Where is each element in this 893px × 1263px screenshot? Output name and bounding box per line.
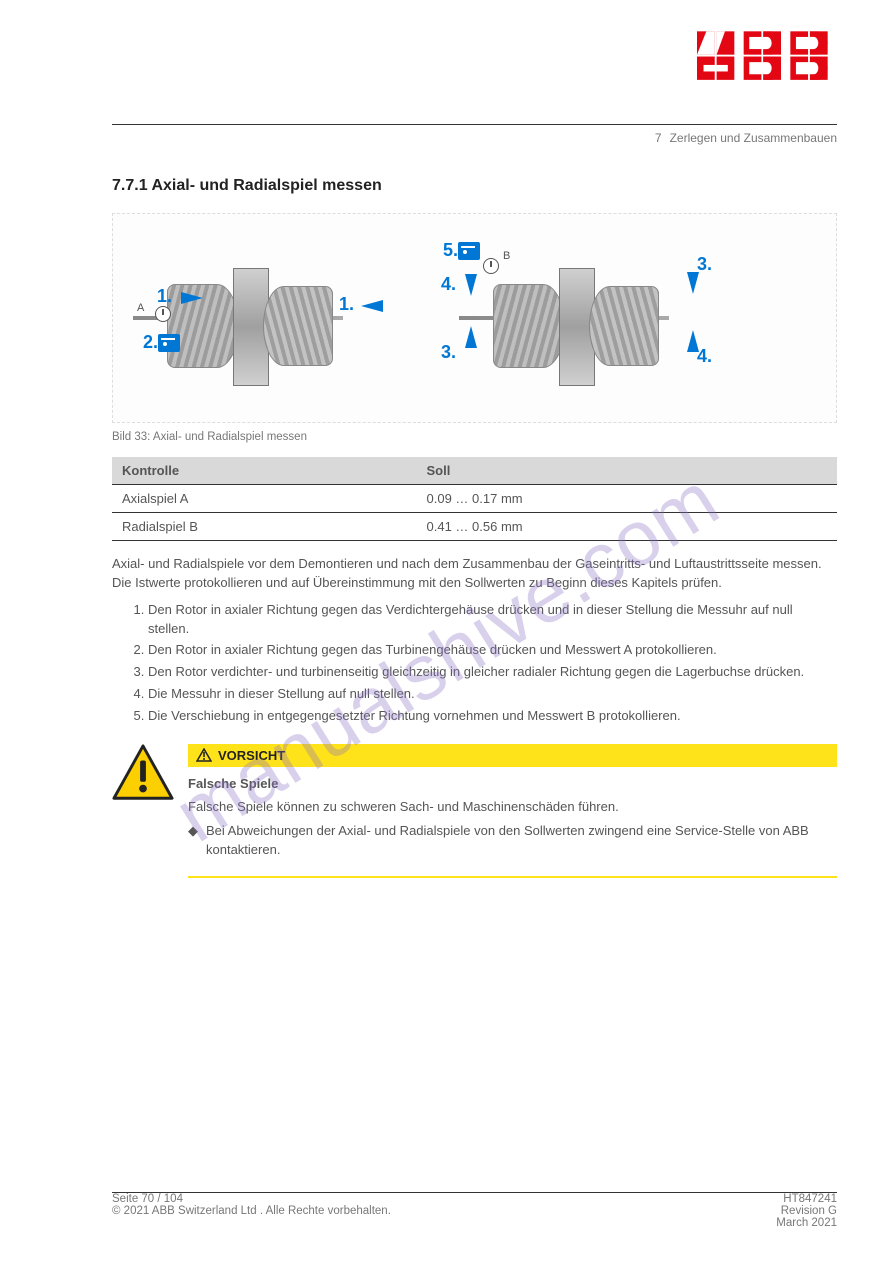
measure-icon: [158, 334, 180, 352]
figure-caption-prefix: Bild 33:: [112, 431, 150, 443]
warning-mini-icon: [196, 748, 212, 762]
table-header-target: Soll: [417, 457, 838, 485]
step-item: Den Rotor verdichter- und turbinenseitig…: [148, 663, 837, 682]
warning-triangle-icon: [112, 744, 174, 800]
procedure-steps: Den Rotor in axialer Richtung gegen das …: [132, 601, 837, 726]
abb-logo: [697, 30, 837, 120]
step-item: Die Messuhr in dieser Stellung auf null …: [148, 685, 837, 704]
table-cell: Axialspiel A: [112, 485, 417, 513]
figure-caption-text: Axial- und Radialspiel messen: [153, 431, 307, 443]
caution-bullet: Bei Abweichungen der Axial- und Radialsp…: [206, 822, 837, 860]
figure-letter-b: B: [503, 250, 510, 262]
intro-paragraph: Axial- und Radialspiele vor dem Demontie…: [112, 555, 837, 593]
caution-heading: Falsche Spiele: [188, 775, 837, 794]
page-footer: Seite 70 / 104 © 2021 ABB Switzerland Lt…: [112, 1193, 837, 1229]
figure-callout-5: 5.: [443, 240, 480, 261]
chapter-title: Zerlegen und Zusammenbauen: [670, 131, 837, 145]
table-row: Axialspiel A 0.09 … 0.17 mm: [112, 485, 837, 513]
chapter-number: 7: [655, 131, 662, 145]
figure-callout-4b: 4.: [697, 346, 712, 367]
caution-bottom-rule: [188, 876, 837, 878]
bullet-icon: ◆: [188, 822, 198, 860]
clearance-table: Kontrolle Soll Axialspiel A 0.09 … 0.17 …: [112, 457, 837, 541]
figure-33: A 1. 2. 1. B 5. 4. 3. 3. 4.: [112, 213, 837, 423]
caution-banner-text: VORSICHT: [218, 748, 285, 763]
figure-callout-4a: 4.: [441, 274, 456, 295]
footer-page: Seite 70 / 104: [112, 1193, 391, 1205]
table-cell: 0.09 … 0.17 mm: [417, 485, 838, 513]
step-item: Die Verschiebung in entgegengesetzter Ri…: [148, 707, 837, 726]
header-rule: [112, 124, 837, 125]
figure-callout-1b: 1.: [339, 294, 354, 315]
footer-date: March 2021: [776, 1217, 837, 1229]
caution-banner: VORSICHT: [188, 744, 837, 767]
chapter-breadcrumb: 7 Zerlegen und Zusammenbauen: [112, 131, 837, 145]
table-cell: Radialspiel B: [112, 513, 417, 541]
measure-icon: [458, 242, 480, 260]
figure-callout-3a: 3.: [441, 342, 456, 363]
figure-callout-1a: 1.: [157, 286, 172, 307]
figure-letter-a: A: [137, 302, 144, 314]
caution-body-text: Falsche Spiele können zu schweren Sach- …: [188, 798, 837, 817]
figure-callout-2: 2.: [143, 332, 180, 353]
footer-copyright: © 2021 ABB Switzerland Ltd . Alle Rechte…: [112, 1205, 391, 1217]
table-cell: 0.41 … 0.56 mm: [417, 513, 838, 541]
section-heading: Axial- und Radialspiel messen: [151, 177, 381, 194]
section-title: 7.7.1 Axial- und Radialspiel messen: [112, 177, 837, 195]
figure-callout-3b: 3.: [697, 254, 712, 275]
step-item: Den Rotor in axialer Richtung gegen das …: [148, 641, 837, 660]
footer-revision: Revision G: [776, 1205, 837, 1217]
table-row: Radialspiel B 0.41 … 0.56 mm: [112, 513, 837, 541]
caution-box: VORSICHT Falsche Spiele Falsche Spiele k…: [112, 744, 837, 878]
section-number: 7.7.1: [112, 177, 148, 194]
footer-docid: HT847241: [776, 1193, 837, 1205]
figure-caption: Bild 33: Axial- und Radialspiel messen: [112, 431, 837, 443]
table-header-check: Kontrolle: [112, 457, 417, 485]
step-item: Den Rotor in axialer Richtung gegen das …: [148, 601, 837, 639]
